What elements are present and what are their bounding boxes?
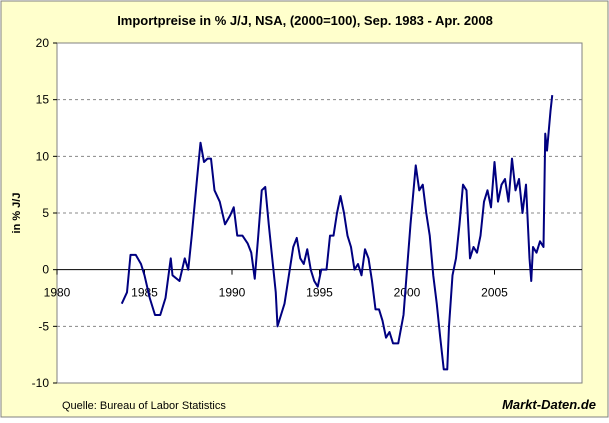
y-tick-label: 0	[42, 263, 49, 277]
y-tick-label: -5	[38, 319, 49, 333]
source-note: Quelle: Bureau of Labor Statistics	[62, 400, 226, 412]
y-tick-label: 20	[36, 36, 50, 50]
y-axis-label: in % J/J	[11, 193, 23, 234]
plot-area	[56, 42, 583, 384]
y-tick-label: -10	[32, 376, 50, 390]
y-tick-label: 10	[36, 149, 50, 163]
data-line	[120, 95, 554, 371]
y-tick-label: 5	[42, 206, 49, 220]
y-tick-label: 15	[36, 93, 50, 107]
x-tick-label: 1990	[219, 286, 246, 300]
x-tick-label: 2005	[481, 286, 508, 300]
x-tick-label: 2000	[394, 286, 421, 300]
x-tick-label: 1985	[131, 286, 158, 300]
brand: Markt-Daten.de	[502, 397, 596, 412]
x-tick-label: 1995	[306, 286, 333, 300]
x-tick-label: 1980	[44, 286, 71, 300]
chart-title: Importpreise in % J/J, NSA, (2000=100), …	[117, 13, 493, 28]
